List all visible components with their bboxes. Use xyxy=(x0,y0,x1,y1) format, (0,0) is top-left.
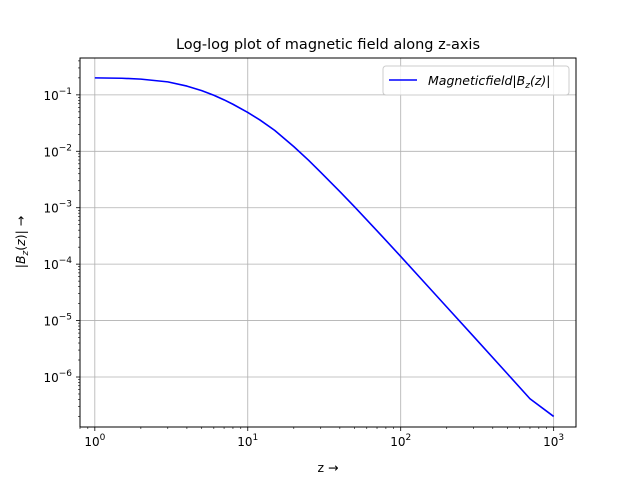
x-tick-label: 101 xyxy=(237,433,258,449)
y-tick-label: 10−4 xyxy=(43,256,72,272)
tick-marks xyxy=(76,60,555,431)
y-tick-label: 10−2 xyxy=(43,143,72,159)
legend-box xyxy=(382,65,570,96)
legend-entry-label: Magneticfield|Bz(z)| xyxy=(428,73,550,91)
x-axis-label: z → xyxy=(317,460,338,475)
legend: Magneticfield|Bz(z)| xyxy=(382,65,570,96)
grid xyxy=(80,58,576,427)
x-tick-label: 102 xyxy=(390,433,411,449)
y-tick-label: 10−3 xyxy=(43,200,72,216)
x-tick-label: 103 xyxy=(543,433,564,449)
x-tick-label: 100 xyxy=(84,433,105,449)
plot-frame xyxy=(79,57,577,428)
plot-series xyxy=(94,77,555,418)
tick-labels: 100 101 102 103 10−1 10−2 10−3 10−4 10−5 10−6 xyxy=(43,87,564,449)
y-tick-label: 10−1 xyxy=(43,87,72,103)
y-tick-label: 10−6 xyxy=(43,369,72,385)
series-line xyxy=(94,77,555,418)
chart-title: Log-log plot of magnetic field along z-a… xyxy=(176,37,480,53)
y-tick-label: 10−5 xyxy=(43,313,72,329)
